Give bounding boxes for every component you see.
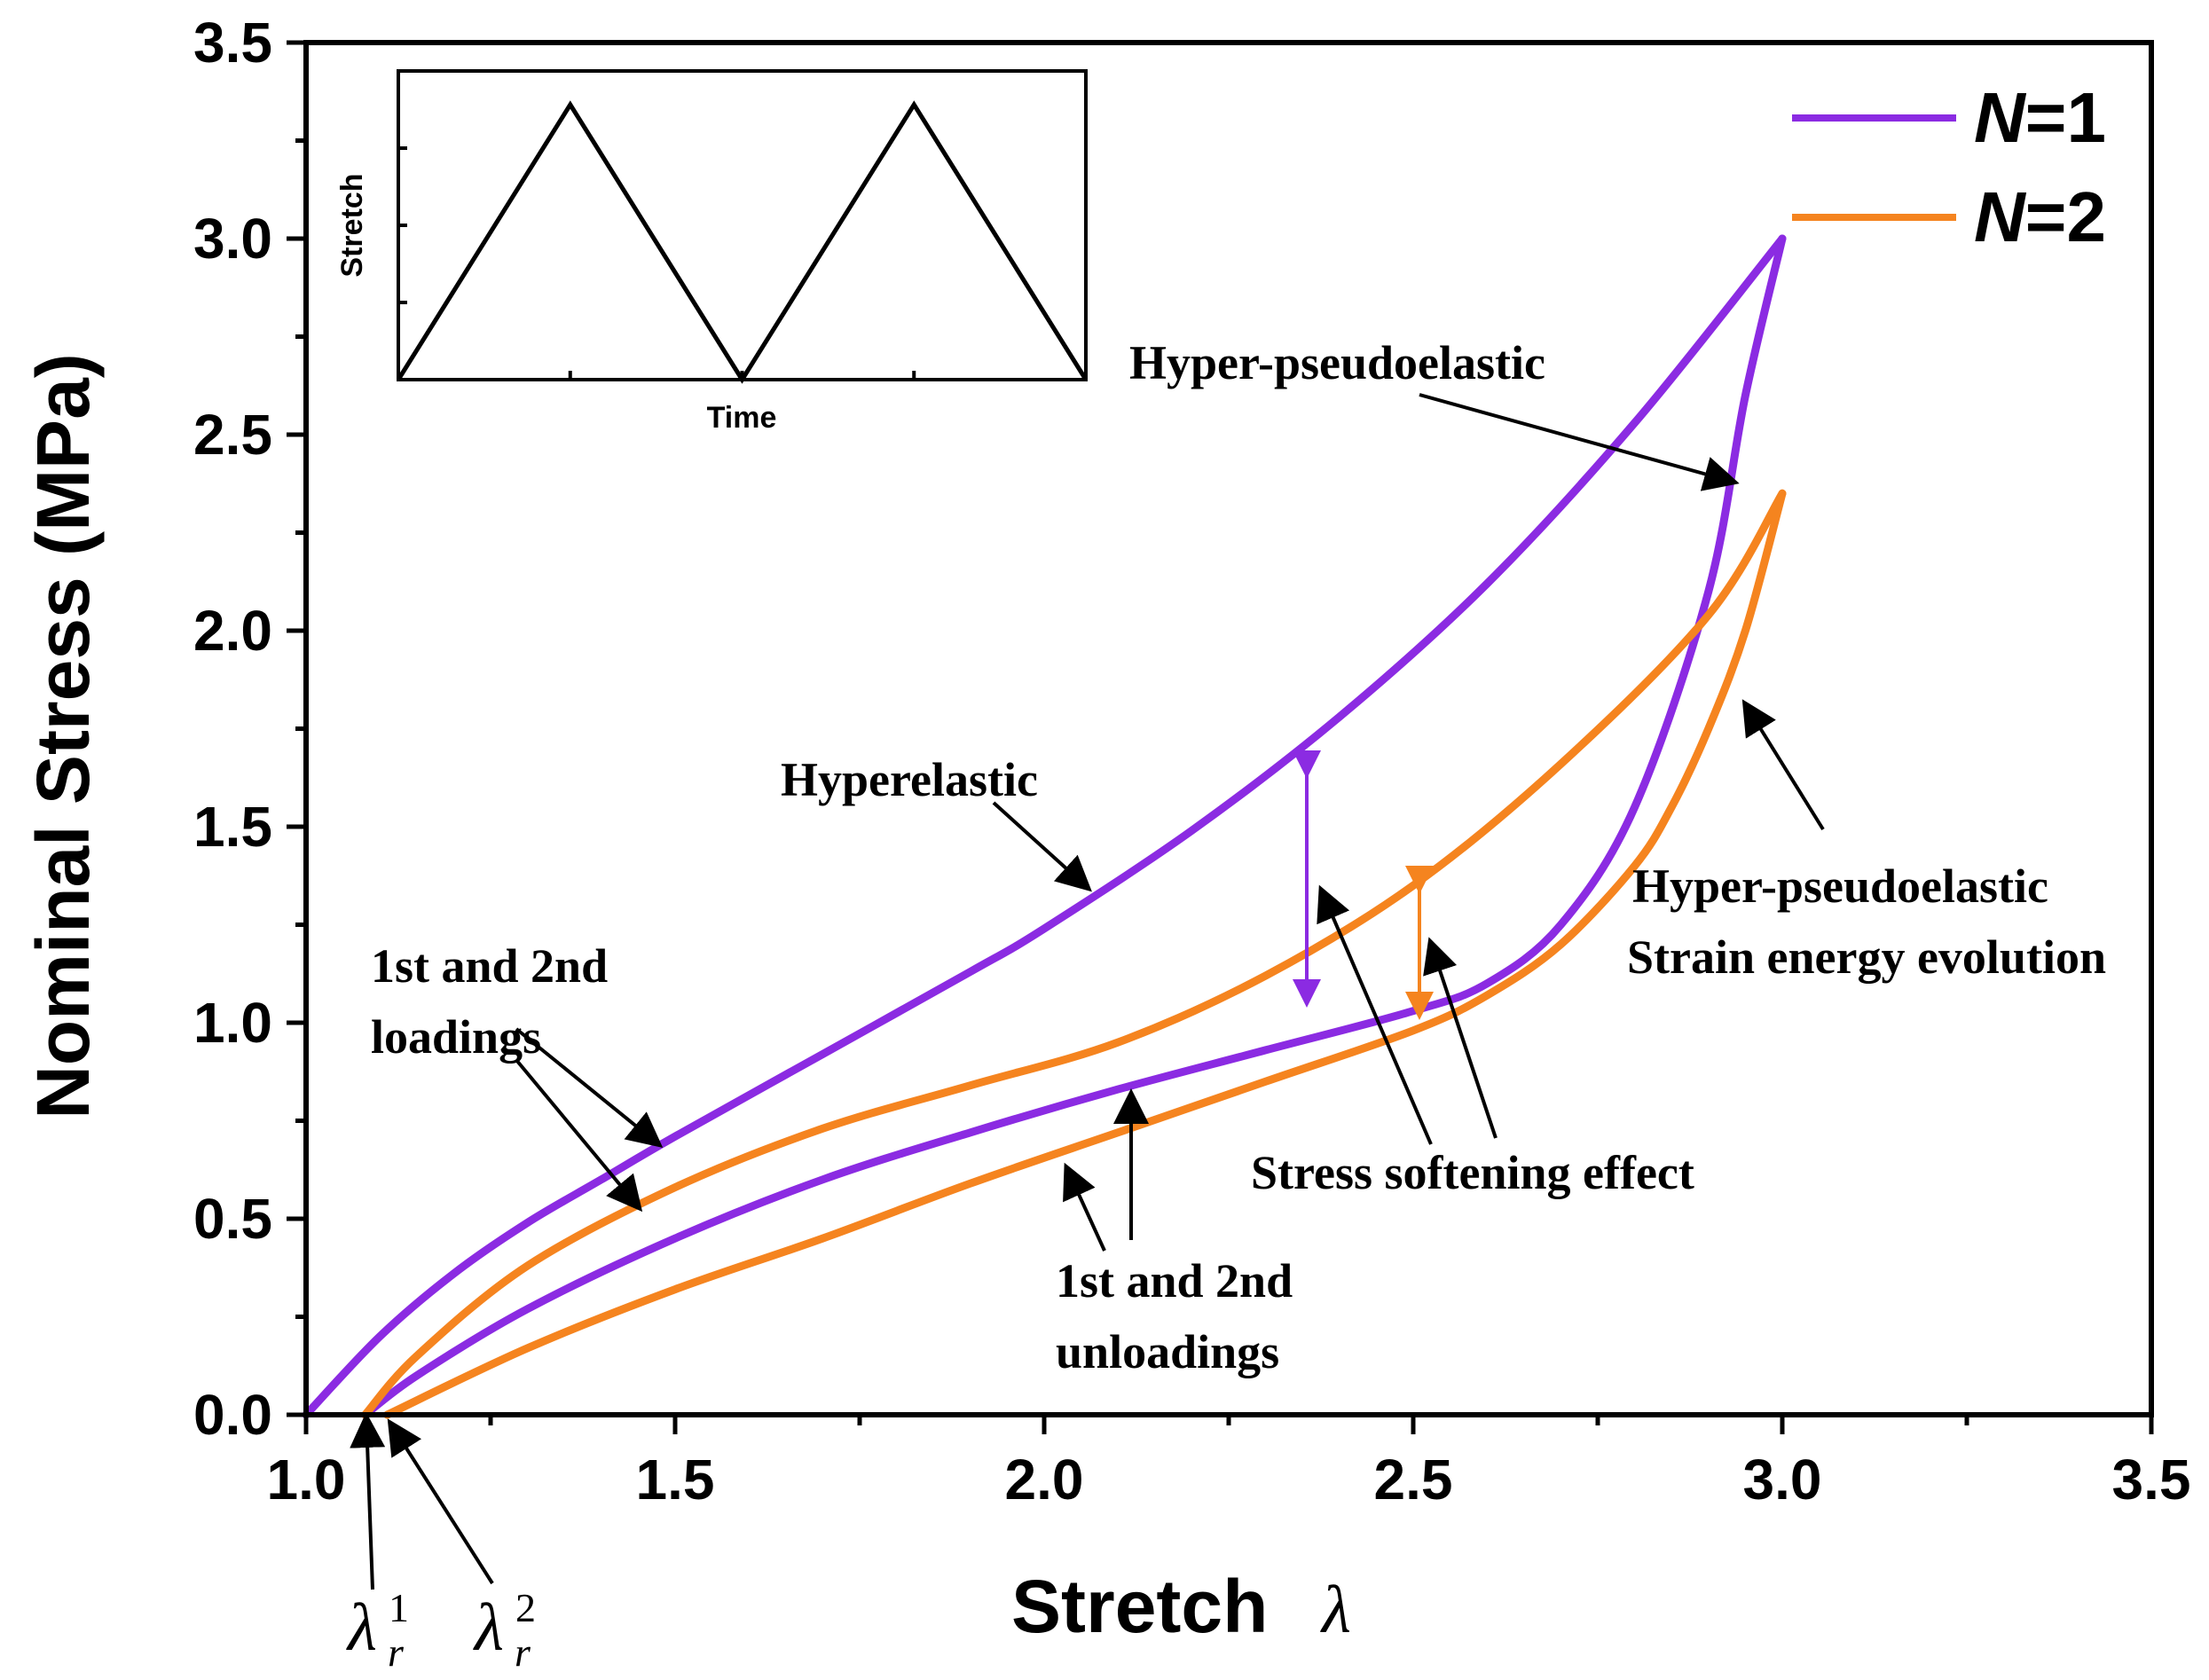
lambda-r1-label: λ r 1: [346, 1585, 409, 1675]
arrow-hyper-pseudo-bottom: [1741, 699, 1825, 831]
x-axis-symbol: λ: [1320, 1573, 1351, 1647]
label-unloadings-line1: 1st and 2nd: [1056, 1254, 1293, 1307]
lambda-r2-label: λ r 2: [473, 1585, 536, 1675]
arrow-loading-2: [515, 1058, 643, 1213]
label-hyperelastic: Hyperelastic: [781, 753, 1038, 806]
y-tick-label: 1.0: [193, 991, 272, 1055]
y-tick-label: 0.5: [193, 1187, 272, 1251]
y-tick-label: 1.5: [193, 795, 272, 859]
label-stress-softening: Stress softening effect: [1251, 1146, 1694, 1199]
svg-text:λ: λ: [346, 1590, 377, 1665]
inset-triangle-wave: [396, 100, 1089, 384]
arrow-hyperelastic: [992, 801, 1092, 892]
inset-x-label: Time: [707, 401, 777, 435]
arrow-hyper-pseudo-top: [1419, 393, 1740, 491]
svg-text:λ: λ: [473, 1590, 504, 1665]
series-2-unloading-line: [383, 489, 1787, 1419]
x-axis-ticks: 1.0 1.5 2.0 2.5 3.0 3.5: [267, 1415, 2191, 1511]
label-loadings-line2: loadings: [371, 1010, 541, 1064]
y-axis-title: Nominal Stress (MPa): [21, 353, 105, 1119]
series-1-loading-line: [302, 234, 1787, 1419]
series-2-loading-line: [361, 489, 1787, 1419]
legend-label-n1: N=1: [1974, 78, 2106, 157]
svg-text:r: r: [388, 1629, 405, 1675]
inset-y-label: Stretch: [335, 173, 369, 277]
x-tick-label: 1.0: [267, 1448, 346, 1511]
label-strain-energy: Strain energy evolution: [1627, 930, 2106, 984]
annotation-arrows: [350, 393, 1825, 1590]
series-1-unloading-line: [361, 234, 1787, 1419]
series-curves: [302, 234, 1787, 1419]
inset-frame: [397, 69, 1088, 381]
x-tick-label: 2.5: [1374, 1448, 1453, 1511]
y-tick-label: 2.0: [193, 599, 272, 663]
x-tick-label: 2.0: [1005, 1448, 1084, 1511]
svg-text:2: 2: [515, 1585, 536, 1630]
y-tick-label: 3.0: [193, 207, 272, 271]
arrow-lambda2: [387, 1418, 494, 1585]
x-axis-title: Stretch: [1011, 1565, 1268, 1648]
y-tick-label: 0.0: [193, 1383, 272, 1447]
y-axis-ticks: 0.0 0.5 1.0 1.5 2.0 2.5 3.0 3.5: [193, 11, 306, 1447]
arrow-softening-2: [1423, 937, 1498, 1139]
label-unloadings-line2: unloadings: [1056, 1325, 1279, 1378]
legend: N=1 N=2: [1792, 78, 2106, 256]
svg-text:1: 1: [389, 1585, 409, 1630]
x-tick-label: 3.0: [1743, 1448, 1822, 1511]
y-tick-label: 3.5: [193, 11, 272, 75]
x-tick-label: 1.5: [636, 1448, 715, 1511]
inset-plot: Stretch Time: [335, 69, 1089, 435]
y-tick-label: 2.5: [193, 403, 272, 467]
x-tick-label: 3.5: [2112, 1448, 2191, 1511]
label-loadings-line1: 1st and 2nd: [371, 939, 608, 993]
arrow-lambda1: [350, 1412, 386, 1590]
arrow-unloading-2: [1063, 1162, 1106, 1252]
svg-text:r: r: [515, 1629, 531, 1675]
legend-label-n2: N=2: [1974, 177, 2106, 256]
arrow-softening-1: [1317, 884, 1433, 1145]
label-hyper-pseudoelastic-bottom: Hyper-pseudoelastic: [1632, 860, 2048, 913]
label-hyper-pseudoelastic-top: Hyper-pseudoelastic: [1129, 336, 1545, 389]
arrow-loading-1: [515, 1027, 664, 1149]
